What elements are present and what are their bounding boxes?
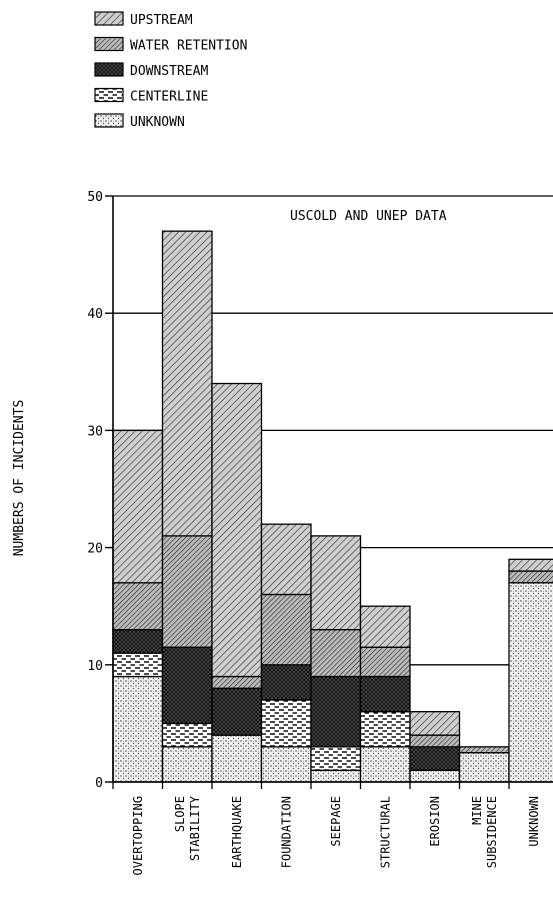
bar-segment — [112, 582, 164, 631]
x-tick-label: EROSION — [428, 796, 442, 847]
bar-segment — [409, 769, 461, 783]
chart-annotation: USCOLD AND UNEP DATA — [290, 209, 447, 224]
x-tick-label: SLOPE — [173, 796, 187, 832]
legend: UPSTREAM WATER RETENTION DOWNSTREAM CENTERL… — [94, 11, 247, 130]
bar-segment — [508, 570, 553, 584]
bar-stack — [211, 382, 263, 783]
bar-segment — [359, 605, 411, 648]
bar-segment — [409, 746, 461, 771]
legend-swatch — [94, 113, 124, 128]
legend-swatch — [94, 62, 124, 77]
x-tick-label: OVERTOPPING — [131, 796, 145, 875]
y-axis-label: NUMBERS OF INCIDENTS — [12, 400, 27, 557]
x-tick-label: FOUNDATION — [279, 796, 293, 868]
bar-segment — [211, 675, 263, 689]
x-tick-label: EARTHQUAKE — [230, 796, 244, 868]
bar-segment — [211, 687, 263, 736]
legend-label: DOWNSTREAM — [130, 64, 208, 79]
bar-segment — [359, 711, 411, 748]
bar-stack — [508, 558, 553, 783]
bar-segment — [112, 628, 164, 654]
x-tick-label: SUBSIDENCE — [485, 796, 499, 868]
x-tick-label: STABILITY — [188, 795, 202, 861]
bar-segment — [458, 752, 510, 783]
bar-segment — [310, 675, 362, 748]
x-tick-labels: OVERTOPPING SLOPE STABILITY EARTHQUAKE FOUND… — [131, 795, 541, 875]
legend-swatch — [94, 11, 124, 26]
legend-swatch — [94, 87, 124, 103]
y-tick-label: 30 — [87, 424, 103, 439]
y-tick-label: 0 — [95, 776, 103, 791]
bar-segment — [359, 675, 411, 713]
y-tick-label: 40 — [87, 307, 103, 322]
bar-segment — [310, 769, 362, 783]
bar-segment — [310, 628, 362, 678]
bar-stack — [161, 230, 213, 783]
bar-segment — [161, 535, 213, 648]
legend-label: CENTERLINE — [130, 90, 208, 105]
bar-segment — [508, 582, 553, 783]
bar-segment — [310, 535, 362, 631]
bar-stack — [458, 746, 510, 783]
bar-segment — [260, 746, 312, 783]
legend-swatch — [94, 36, 124, 52]
bar-segment — [508, 558, 553, 572]
bar-segment — [161, 230, 213, 537]
bar-segment — [409, 734, 461, 748]
legend-label: UNKNOWN — [130, 115, 185, 130]
bar-segment — [161, 646, 213, 725]
bar-segment — [359, 646, 411, 678]
bar-segment — [211, 734, 263, 783]
legend-label: UPSTREAM — [130, 13, 193, 28]
legend-item: WATER RETENTION — [94, 36, 247, 54]
x-tick-label: STRUCTURAL — [378, 796, 392, 868]
axes — [105, 195, 553, 789]
bar-stack — [359, 605, 411, 783]
bar-segment — [161, 746, 213, 783]
bar-stack — [310, 535, 362, 783]
legend-item: UNKNOWN — [94, 113, 185, 130]
bar-segment — [112, 675, 164, 783]
bar-segment — [260, 593, 312, 666]
bar-segment — [359, 746, 411, 783]
bar-segment — [260, 523, 312, 596]
legend-item: CENTERLINE — [94, 87, 208, 105]
y-tick-label: 10 — [87, 659, 103, 674]
bar-segment — [112, 429, 164, 584]
y-tick-label: 50 — [87, 190, 103, 205]
bar-segment — [310, 746, 362, 771]
legend-item: UPSTREAM — [94, 11, 193, 28]
bar-segment — [260, 699, 312, 748]
legend-item: DOWNSTREAM — [94, 62, 208, 79]
legend-label: WATER RETENTION — [130, 39, 247, 54]
y-tick-label: 20 — [87, 542, 103, 557]
bar-stack — [409, 711, 461, 783]
bar-segment — [409, 711, 461, 736]
y-tick-labels: 0 10 20 30 40 50 — [87, 190, 103, 791]
x-tick-label: SEEPAGE — [329, 796, 343, 847]
bar-segment — [260, 664, 312, 701]
bar-segment — [161, 722, 213, 748]
bar-segment — [211, 382, 263, 678]
bar-stack — [260, 523, 312, 783]
bar-segment — [112, 652, 164, 678]
bar-stack — [112, 429, 164, 783]
bar-segment — [458, 746, 510, 754]
x-tick-label: MINE — [470, 796, 484, 825]
x-tick-label: UNKNOWN — [527, 796, 541, 847]
